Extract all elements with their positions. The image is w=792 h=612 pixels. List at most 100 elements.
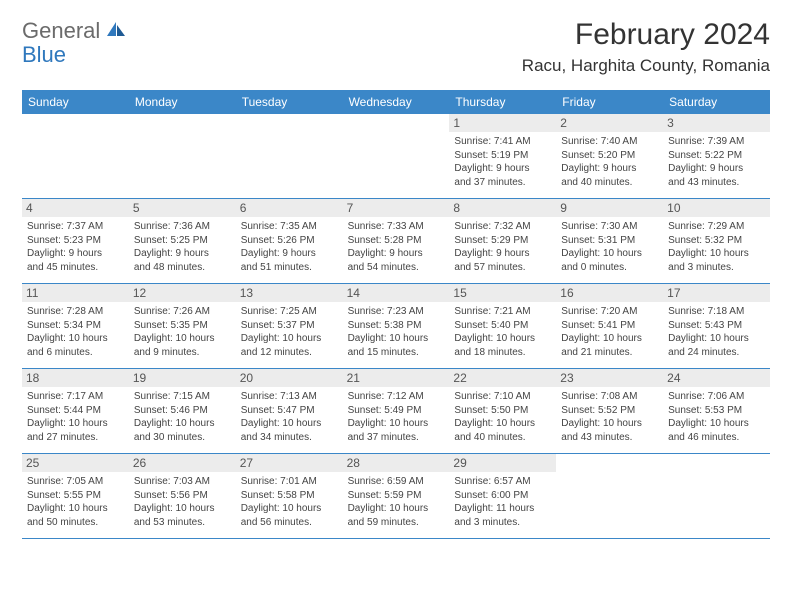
sunrise-line: Sunrise: 7:18 AM (668, 305, 765, 319)
sunrise-line: Sunrise: 7:23 AM (348, 305, 445, 319)
day-number: 16 (556, 284, 663, 302)
sunset-line: Sunset: 5:49 PM (348, 404, 445, 418)
sunset-line: Sunset: 5:53 PM (668, 404, 765, 418)
sunset-line: Sunset: 5:32 PM (668, 234, 765, 248)
sunrise-line: Sunrise: 7:21 AM (454, 305, 551, 319)
daylight-line: Daylight: 10 hours (241, 332, 338, 346)
day-number: 19 (129, 369, 236, 387)
day-cell: 3Sunrise: 7:39 AMSunset: 5:22 PMDaylight… (663, 114, 770, 198)
sunrise-line: Sunrise: 7:13 AM (241, 390, 338, 404)
daylight-line: and 24 minutes. (668, 346, 765, 360)
day-cell: 28Sunrise: 6:59 AMSunset: 5:59 PMDayligh… (343, 454, 450, 538)
day-cell: 11Sunrise: 7:28 AMSunset: 5:34 PMDayligh… (22, 284, 129, 368)
day-cell: 16Sunrise: 7:20 AMSunset: 5:41 PMDayligh… (556, 284, 663, 368)
sunrise-line: Sunrise: 7:05 AM (27, 475, 124, 489)
sunrise-line: Sunrise: 7:12 AM (348, 390, 445, 404)
header: General February 2024 Racu, Harghita Cou… (22, 18, 770, 76)
sunset-line: Sunset: 5:43 PM (668, 319, 765, 333)
daylight-line: Daylight: 10 hours (668, 417, 765, 431)
daylight-line: and 15 minutes. (348, 346, 445, 360)
daylight-line: and 40 minutes. (454, 431, 551, 445)
daylight-line: and 48 minutes. (134, 261, 231, 275)
day-number: 1 (449, 114, 556, 132)
day-cell: 7Sunrise: 7:33 AMSunset: 5:28 PMDaylight… (343, 199, 450, 283)
day-cell: 27Sunrise: 7:01 AMSunset: 5:58 PMDayligh… (236, 454, 343, 538)
daylight-line: and 57 minutes. (454, 261, 551, 275)
day-number: 14 (343, 284, 450, 302)
sunset-line: Sunset: 5:38 PM (348, 319, 445, 333)
daylight-line: Daylight: 10 hours (561, 247, 658, 261)
daylight-line: Daylight: 10 hours (27, 417, 124, 431)
sunrise-line: Sunrise: 7:39 AM (668, 135, 765, 149)
daylight-line: and 37 minutes. (454, 176, 551, 190)
day-number: 2 (556, 114, 663, 132)
daylight-line: Daylight: 10 hours (134, 332, 231, 346)
sunrise-line: Sunrise: 7:35 AM (241, 220, 338, 234)
day-number: 22 (449, 369, 556, 387)
daylight-line: and 12 minutes. (241, 346, 338, 360)
sunrise-line: Sunrise: 7:03 AM (134, 475, 231, 489)
weekday-header-row: Sunday Monday Tuesday Wednesday Thursday… (22, 90, 770, 114)
sunset-line: Sunset: 5:55 PM (27, 489, 124, 503)
day-cell: 8Sunrise: 7:32 AMSunset: 5:29 PMDaylight… (449, 199, 556, 283)
logo-text-blue: Blue (22, 42, 66, 67)
daylight-line: and 0 minutes. (561, 261, 658, 275)
daylight-line: Daylight: 9 hours (561, 162, 658, 176)
daylight-line: Daylight: 10 hours (134, 417, 231, 431)
day-cell (22, 114, 129, 198)
daylight-line: and 53 minutes. (134, 516, 231, 530)
daylight-line: Daylight: 10 hours (348, 332, 445, 346)
weekday-header: Monday (129, 90, 236, 114)
weekday-header: Wednesday (343, 90, 450, 114)
sunset-line: Sunset: 5:19 PM (454, 149, 551, 163)
daylight-line: Daylight: 10 hours (27, 332, 124, 346)
daylight-line: and 21 minutes. (561, 346, 658, 360)
daylight-line: and 27 minutes. (27, 431, 124, 445)
day-number: 8 (449, 199, 556, 217)
calendar: Sunday Monday Tuesday Wednesday Thursday… (22, 90, 770, 539)
logo: General (22, 18, 130, 44)
day-cell: 10Sunrise: 7:29 AMSunset: 5:32 PMDayligh… (663, 199, 770, 283)
sunset-line: Sunset: 5:40 PM (454, 319, 551, 333)
daylight-line: Daylight: 10 hours (668, 332, 765, 346)
sunset-line: Sunset: 5:52 PM (561, 404, 658, 418)
day-cell: 12Sunrise: 7:26 AMSunset: 5:35 PMDayligh… (129, 284, 236, 368)
day-cell (129, 114, 236, 198)
day-cell: 21Sunrise: 7:12 AMSunset: 5:49 PMDayligh… (343, 369, 450, 453)
day-cell (343, 114, 450, 198)
daylight-line: Daylight: 10 hours (134, 502, 231, 516)
month-title: February 2024 (522, 18, 770, 52)
sunrise-line: Sunrise: 6:57 AM (454, 475, 551, 489)
day-number: 24 (663, 369, 770, 387)
day-cell: 1Sunrise: 7:41 AMSunset: 5:19 PMDaylight… (449, 114, 556, 198)
day-cell: 15Sunrise: 7:21 AMSunset: 5:40 PMDayligh… (449, 284, 556, 368)
sunset-line: Sunset: 5:50 PM (454, 404, 551, 418)
sunset-line: Sunset: 5:56 PM (134, 489, 231, 503)
day-number: 15 (449, 284, 556, 302)
weeks-container: 1 Sunrise: 7:41 AMSunset: 5:19 PM Daylight… (22, 114, 770, 539)
daylight-line: Daylight: 11 hours (454, 502, 551, 516)
weekday-header: Sunday (22, 90, 129, 114)
daylight-line: and 46 minutes. (668, 431, 765, 445)
daylight-line: Daylight: 10 hours (241, 502, 338, 516)
sunrise-line: Sunrise: 7:06 AM (668, 390, 765, 404)
day-number: 5 (129, 199, 236, 217)
daylight-line: and 3 minutes. (454, 516, 551, 530)
sunset-line: Sunset: 5:26 PM (241, 234, 338, 248)
day-cell: 23Sunrise: 7:08 AMSunset: 5:52 PMDayligh… (556, 369, 663, 453)
day-number: 25 (22, 454, 129, 472)
sunrise-line: Sunrise: 7:41 AM (454, 135, 551, 149)
daylight-line: and 51 minutes. (241, 261, 338, 275)
week-row: 18Sunrise: 7:17 AMSunset: 5:44 PMDayligh… (22, 369, 770, 454)
sunrise-line: Sunrise: 7:01 AM (241, 475, 338, 489)
location-subtitle: Racu, Harghita County, Romania (522, 56, 770, 76)
daylight-line: Daylight: 10 hours (27, 502, 124, 516)
daylight-line: and 3 minutes. (668, 261, 765, 275)
day-number: 26 (129, 454, 236, 472)
daylight-line: and 59 minutes. (348, 516, 445, 530)
daylight-line: Daylight: 10 hours (561, 417, 658, 431)
day-cell (556, 454, 663, 538)
sunrise-line: Sunrise: 7:29 AM (668, 220, 765, 234)
sunset-line: Sunset: 5:23 PM (27, 234, 124, 248)
daylight-line: and 40 minutes. (561, 176, 658, 190)
